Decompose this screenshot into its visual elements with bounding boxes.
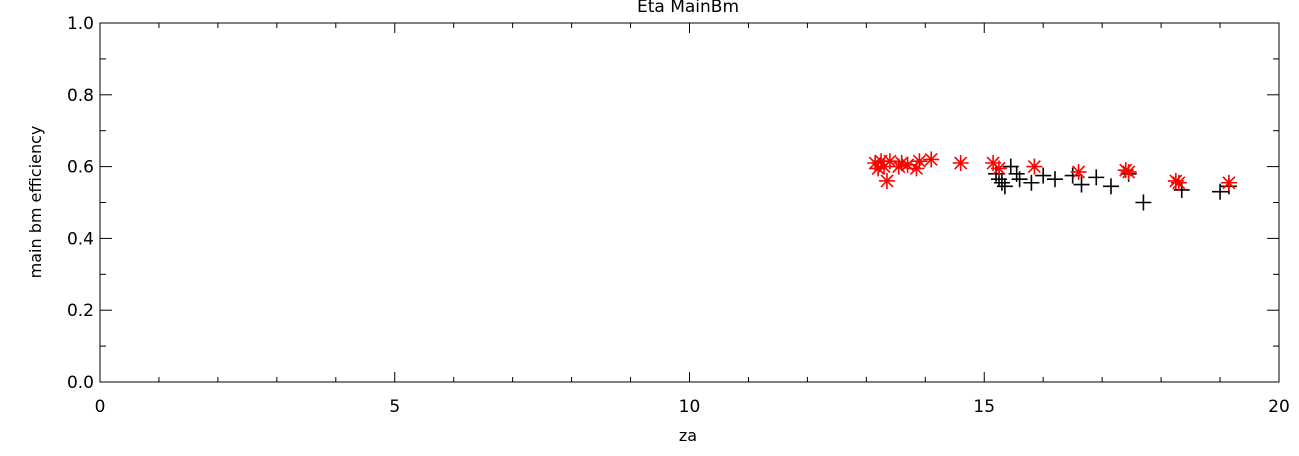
y-tick-label: 0.6 bbox=[67, 158, 94, 178]
asterisk-marker bbox=[1026, 158, 1043, 175]
plus-marker bbox=[1102, 178, 1119, 195]
x-axis-label: za bbox=[679, 426, 697, 445]
y-tick-label: 1.0 bbox=[67, 14, 94, 34]
plus-marker bbox=[996, 178, 1013, 195]
plus-marker bbox=[1088, 169, 1105, 186]
y-tick-label: 0.8 bbox=[67, 86, 94, 106]
chart-title: Eta MainBm bbox=[637, 0, 739, 17]
plus-marker bbox=[1073, 176, 1090, 193]
asterisk-marker bbox=[923, 151, 940, 168]
x-tick-label: 10 bbox=[679, 397, 701, 417]
x-tick-label: 5 bbox=[389, 397, 400, 417]
plus-marker bbox=[1035, 167, 1052, 184]
x-axis-tick-labels: 0 5 10 15 20 bbox=[95, 397, 1290, 417]
plus-marker bbox=[1046, 171, 1063, 188]
y-tick-label: 0.4 bbox=[67, 229, 94, 249]
asterisk-marker bbox=[1070, 163, 1087, 180]
plus-marker bbox=[1135, 194, 1152, 211]
asterisk-marker bbox=[990, 160, 1007, 177]
plus-marker bbox=[1023, 174, 1040, 191]
data-points bbox=[867, 151, 1237, 211]
plus-marker bbox=[993, 174, 1010, 191]
x-tick-label: 20 bbox=[1268, 397, 1290, 417]
y-axis-ticks bbox=[100, 22, 1279, 383]
asterisk-marker bbox=[1120, 163, 1137, 180]
y-tick-label: 0.2 bbox=[67, 301, 94, 321]
x-axis-ticks bbox=[99, 23, 1280, 382]
y-axis-tick-labels: 0.0 0.2 0.4 0.6 0.8 1.0 bbox=[67, 14, 94, 393]
asterisk-marker bbox=[911, 153, 928, 170]
plus-marker bbox=[1011, 171, 1028, 188]
asterisk-marker bbox=[878, 172, 895, 189]
plot-frame bbox=[99, 22, 1280, 383]
plus-marker bbox=[1212, 183, 1229, 200]
asterisk-marker bbox=[952, 155, 969, 172]
asterisk-marker bbox=[1220, 174, 1237, 191]
y-tick-label: 0.0 bbox=[67, 373, 94, 393]
x-tick-label: 15 bbox=[973, 397, 995, 417]
y-axis-label: main bm efficiency bbox=[26, 126, 45, 279]
asterisk-marker bbox=[881, 153, 898, 170]
x-tick-label: 0 bbox=[95, 397, 106, 417]
asterisk-marker bbox=[1170, 174, 1187, 191]
